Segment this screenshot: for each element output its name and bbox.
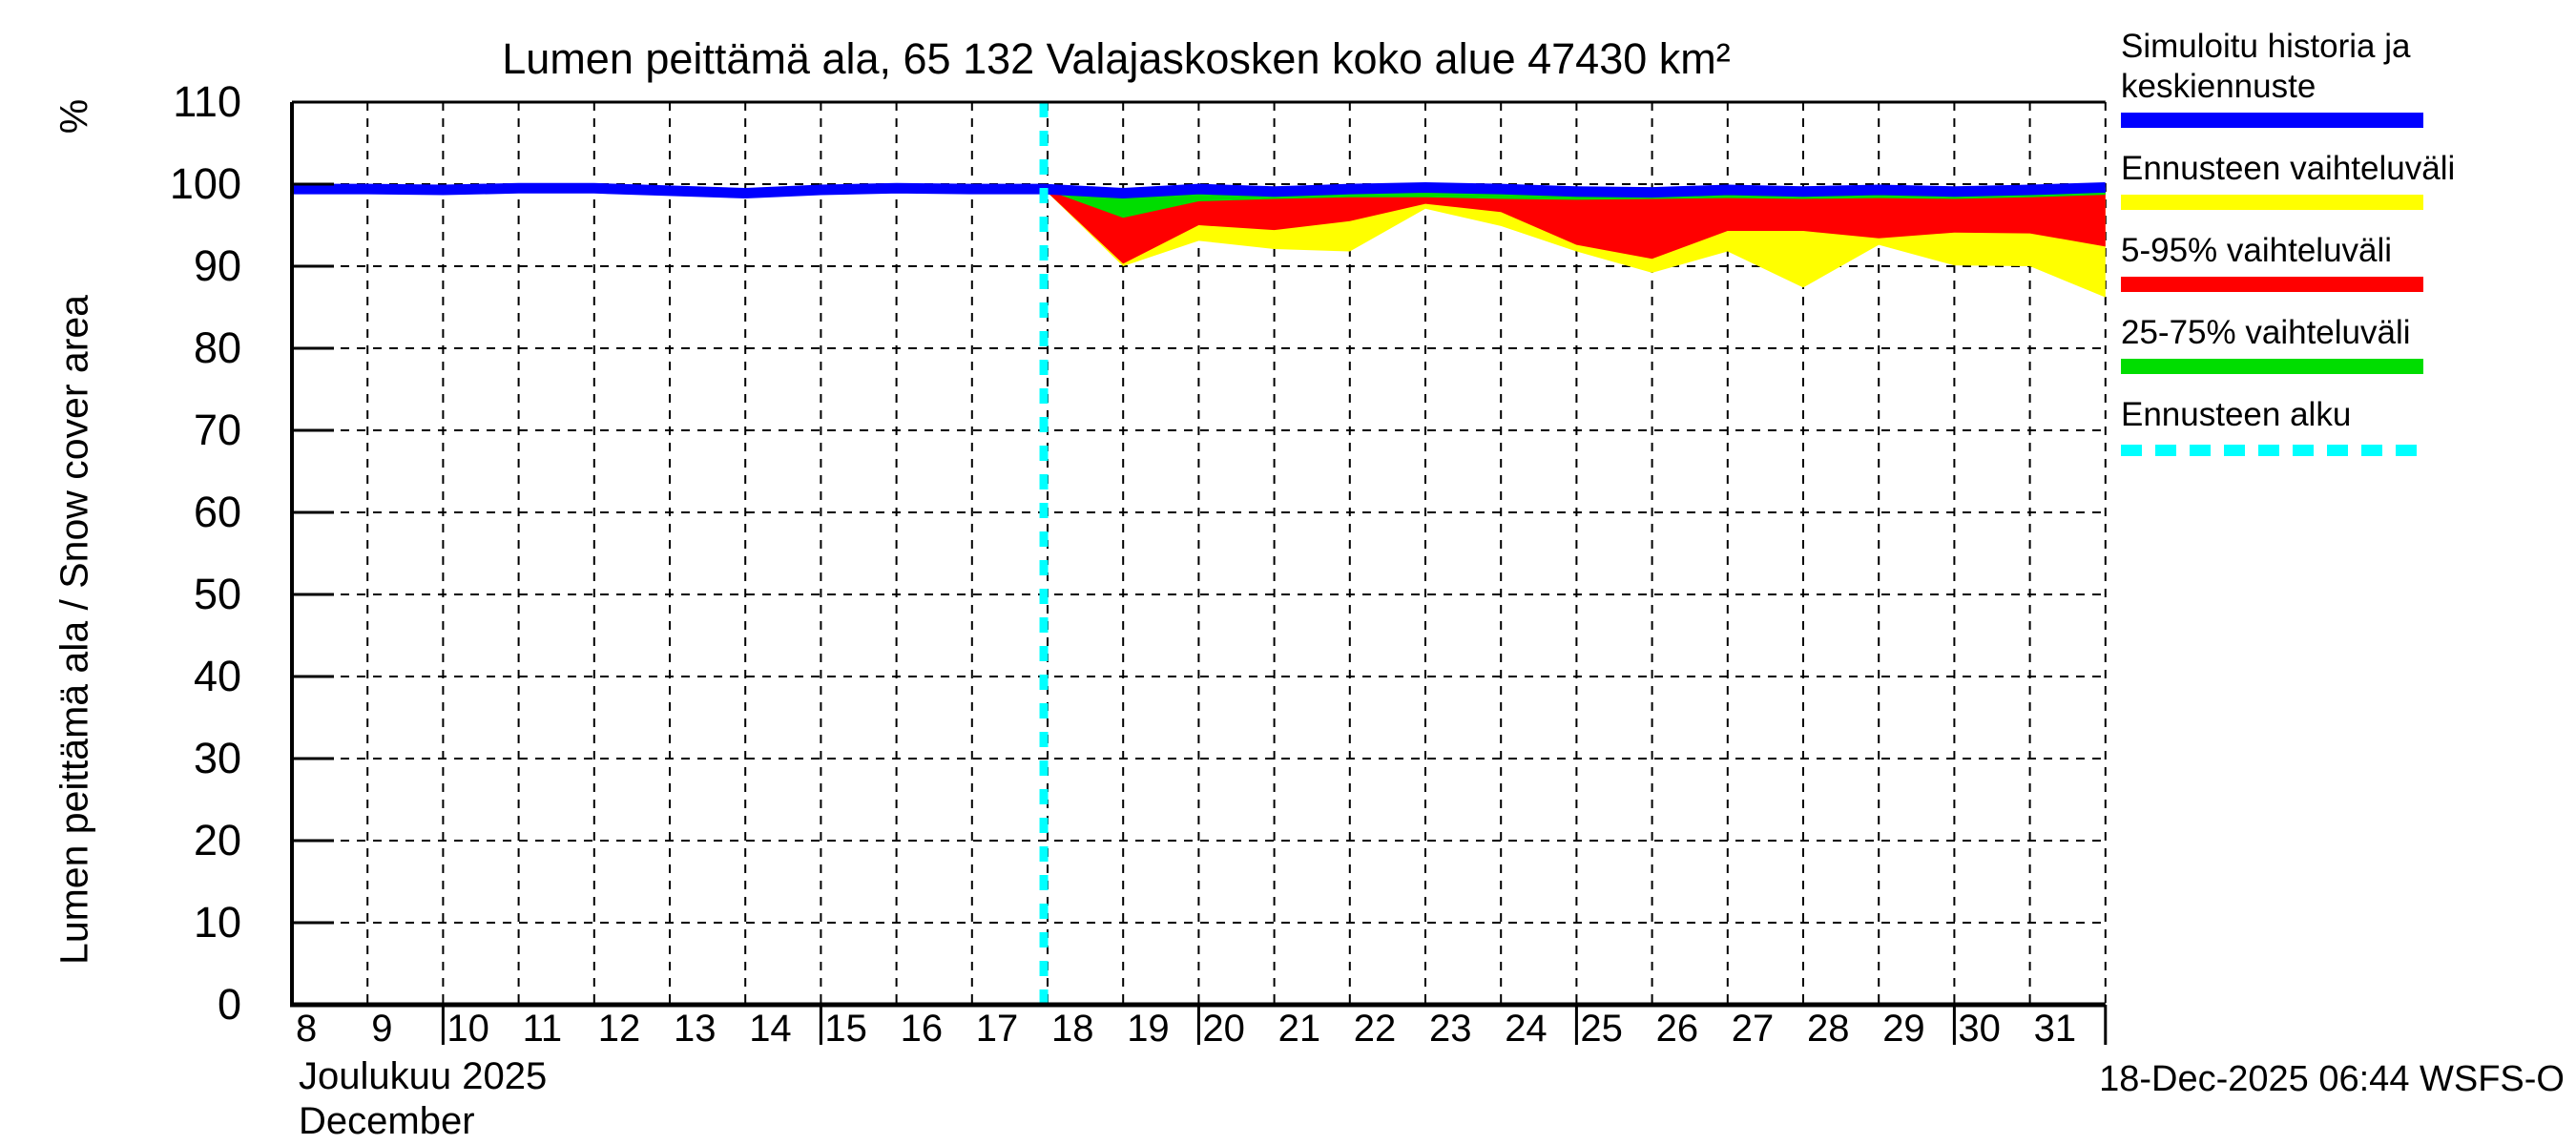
chart-title: Lumen peittämä ala, 65 132 Valajaskosken… <box>502 34 1731 83</box>
median-line <box>292 181 2106 198</box>
x-tick-label: 24 <box>1505 1008 1548 1050</box>
y-tick-label: 60 <box>193 488 241 536</box>
x-tick-label: 22 <box>1353 1008 1397 1050</box>
x-tick-label: 18 <box>1051 1008 1094 1050</box>
legend-swatch <box>2121 445 2423 456</box>
legend-swatch <box>2121 277 2423 292</box>
legend-item: 5-95% vaihteluväli <box>2121 231 2565 292</box>
y-tick-label: 0 <box>217 980 241 1029</box>
y-tick-label: 110 <box>173 77 241 126</box>
y-tick-label: 30 <box>193 734 241 782</box>
x-tick-label: 28 <box>1807 1008 1850 1050</box>
x-tick-label: 30 <box>1958 1008 2001 1050</box>
x-tick-label: 17 <box>975 1008 1019 1050</box>
legend-label: Ennusteen alku <box>2121 396 2352 433</box>
x-tick-label: 21 <box>1278 1008 1321 1050</box>
legend-swatch <box>2121 359 2423 374</box>
legend-label: 25-75% vaihteluväli <box>2121 314 2411 351</box>
x-tick-label: 29 <box>1882 1008 1925 1050</box>
y-tick-label: 10 <box>193 898 241 947</box>
x-tick-label: 10 <box>447 1008 489 1050</box>
y-tick-label: 20 <box>193 816 241 864</box>
y-tick-label: 80 <box>193 323 241 372</box>
x-tick-label: 16 <box>900 1008 944 1050</box>
x-tick-label: 8 <box>296 1008 318 1050</box>
x-tick-label: 11 <box>522 1008 563 1050</box>
legend-label: Simuloitu historia ja keskiennuste <box>2121 28 2411 105</box>
x-tick-label: 25 <box>1580 1008 1623 1050</box>
y-tick-label: 70 <box>193 406 241 454</box>
x-axis-month-fi: Joulukuu 2025 <box>299 1055 548 1097</box>
legend-item: Ennusteen vaihteluväli <box>2121 149 2565 210</box>
x-tick-label: 19 <box>1127 1008 1170 1050</box>
legend-swatch <box>2121 195 2423 210</box>
y-tick-label: 90 <box>193 241 241 290</box>
x-tick-label: 14 <box>749 1008 792 1050</box>
x-tick-label: 12 <box>597 1008 641 1050</box>
band-5-95 <box>1044 187 2106 264</box>
legend-item: Ennusteen alku <box>2121 395 2565 456</box>
legend-item: 25-75% vaihteluväli <box>2121 313 2565 374</box>
y-tick-label: 50 <box>193 570 241 618</box>
x-tick-label: 31 <box>2033 1008 2077 1050</box>
legend-label: Ennusteen vaihteluväli <box>2121 150 2456 187</box>
x-tick-label: 20 <box>1202 1008 1245 1050</box>
x-tick-label: 9 <box>371 1008 393 1050</box>
legend: Simuloitu historia ja keskiennuste Ennust… <box>2121 27 2565 477</box>
legend-swatch <box>2121 113 2423 128</box>
x-tick-label: 27 <box>1731 1008 1775 1050</box>
legend-label: 5-95% vaihteluväli <box>2121 232 2393 269</box>
y-tick-label: 100 <box>169 159 241 208</box>
x-axis-month-en: December <box>299 1100 475 1142</box>
x-tick-label: 15 <box>824 1008 867 1050</box>
x-tick-label: 26 <box>1655 1008 1699 1050</box>
legend-item: Simuloitu historia ja keskiennuste <box>2121 27 2565 128</box>
y-tick-label: 40 <box>193 652 241 700</box>
x-tick-label: 23 <box>1429 1008 1472 1050</box>
timestamp: 18-Dec-2025 06:44 WSFS-O <box>2099 1059 2565 1099</box>
x-tick-label: 13 <box>674 1008 717 1050</box>
